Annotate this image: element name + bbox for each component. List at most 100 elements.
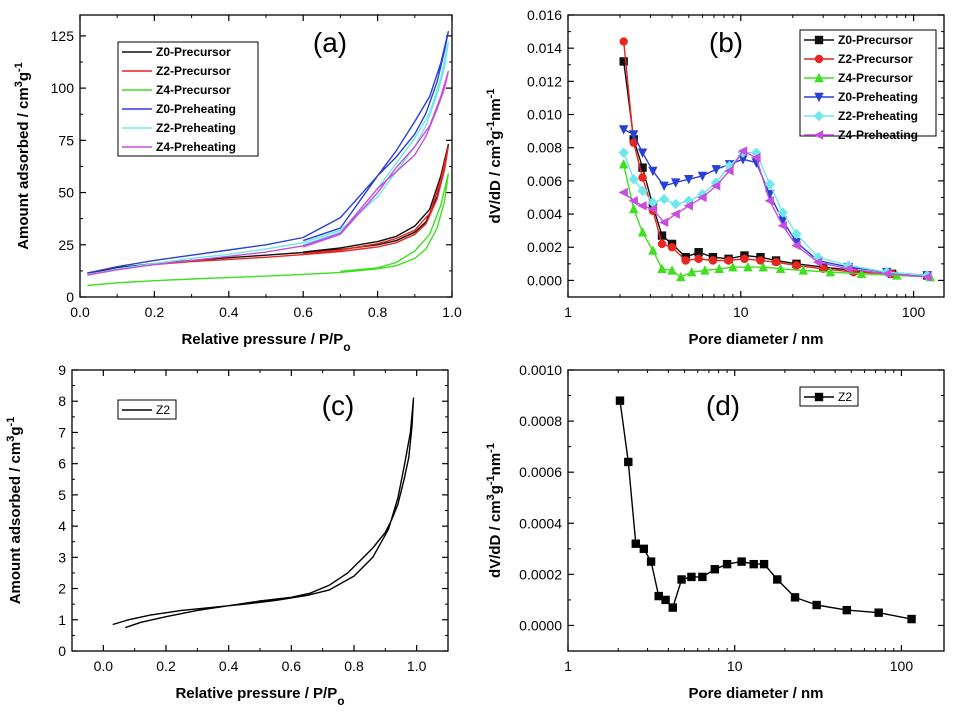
series-z4-preheating-marker: [683, 201, 693, 211]
series-z2: [615, 396, 916, 624]
y-tick-label: 25: [58, 237, 74, 253]
legend-label: Z2-Precursor: [838, 52, 913, 66]
series-z0-preheating-marker: [659, 181, 669, 192]
y-tick-label: 0.0002: [519, 566, 562, 582]
series-z4-preheating: [87, 70, 449, 276]
y-axis-label: dV/dD / cm3g-1nm-1: [485, 89, 504, 224]
legend-z2-preheating-marker: [813, 110, 825, 122]
series-z4-preheating-marker: [777, 220, 787, 231]
x-tick-label: 0.2: [156, 658, 176, 674]
y-tick-label: 3: [58, 549, 66, 565]
series-z4-precursor-marker: [700, 265, 710, 275]
x-tick-label: 1: [564, 304, 572, 320]
legend-label: Z0-Precursor: [838, 33, 913, 47]
y-tick-label: 50: [58, 185, 74, 201]
series-z2-precursor-marker: [638, 173, 647, 182]
legend-label: Z4-Preheating: [838, 128, 918, 142]
series-z2-precursor-marker: [681, 256, 690, 265]
series-z4-preheating-marker: [843, 264, 853, 274]
series-z4-preheating-marker: [881, 269, 892, 279]
series-z2-precursor-marker: [619, 37, 628, 46]
y-tick-label: 0.008: [527, 140, 562, 156]
x-tick-label: 1.0: [442, 304, 462, 320]
series-z4-precursor-marker: [648, 245, 658, 255]
series-z2-precursor-line: [87, 145, 449, 276]
series-z0-preheating-line: [87, 31, 449, 274]
legend-box: [117, 41, 259, 157]
series-z2-marker: [710, 565, 720, 574]
chart-panel-a: 0.0 0.2 0.4 0.6 0.8 1.0 0 25 50 75 100 125 Relative …: [13, 14, 462, 354]
y-tick-label: 6: [58, 456, 66, 472]
panel-label: (c): [322, 390, 355, 421]
series-z0-preheating-marker: [637, 148, 648, 158]
legend: Z2: [117, 399, 177, 420]
legend-label: Z2-Preheating: [156, 121, 236, 135]
series-z2-precursor-marker: [629, 138, 638, 147]
legend: Z0-Precursor Z2-Precursor Z4-Precursor Z0-P…: [117, 41, 259, 157]
series-z4-precursor-marker: [775, 263, 786, 273]
series-z2-precursor-marker: [667, 243, 677, 252]
series-z2-preheating-marker: [647, 197, 659, 208]
series-z2-preheating-marker: [777, 207, 788, 218]
y-tick-label: 1: [58, 612, 66, 628]
series-z4-preheating-marker: [791, 240, 801, 251]
series-z4-preheating-marker: [724, 166, 734, 176]
series-z0-preheating-marker: [697, 171, 708, 182]
series-z4-precursor-marker: [667, 265, 677, 275]
series-z2-precursor-marker: [792, 261, 801, 270]
x-tick-label: 100: [902, 304, 926, 320]
x-tick-label: 0.8: [368, 304, 388, 320]
y-tick-label: 0.0004: [519, 515, 562, 531]
series-z2-marker: [615, 396, 625, 405]
series-z2-preheating-marker: [710, 177, 722, 188]
series-z4-precursor-marker: [758, 261, 769, 272]
series-z2-precursor: [87, 145, 449, 276]
series-z2-preheating-marker: [658, 193, 670, 205]
y-tick-label: 0.014: [527, 40, 562, 56]
series-z4-preheating-marker: [922, 272, 932, 282]
series-z2-marker: [759, 559, 769, 569]
y-tick-label: 0.016: [527, 7, 562, 23]
y-tick-label: 8: [58, 393, 66, 409]
series-z4-preheating-marker: [751, 152, 761, 163]
legend-z0-precursor-marker: [814, 35, 824, 45]
legend: Z0-Precursor Z2-Precursor Z4-Precursor Z0-P…: [799, 29, 937, 142]
x-tick-label: 0.0: [70, 304, 90, 320]
series-z0-precursor-marker: [694, 248, 703, 257]
series-z2-marker: [654, 591, 663, 601]
series-z4-preheating-marker: [710, 181, 721, 191]
chart-panel-b: 1 10 100 0.000 0.002 0.004 0.006 0.008 0.010 0.01…: [485, 7, 945, 348]
series-z2-marker: [773, 575, 782, 584]
series-z2-marker: [677, 575, 686, 584]
series-z0-preheating: [87, 31, 449, 274]
series-z4-precursor-marker: [825, 266, 836, 277]
y-tick-label: 7: [58, 424, 66, 440]
series-z0-preheating-marker: [670, 178, 681, 188]
series-z2-marker: [790, 593, 800, 602]
series-z0-preheating-marker: [684, 175, 694, 185]
series-z2-precursor-marker: [771, 257, 781, 267]
series-z4-preheating-marker: [812, 257, 823, 267]
legend-label: Z0-Preheating: [838, 90, 918, 104]
series-z2-preheating-marker: [628, 174, 639, 185]
series-z4-precursor-line: [87, 173, 449, 287]
y-tick-label: 0.006: [527, 173, 562, 189]
y-tick-label: 125: [51, 28, 75, 44]
legend-label: Z2-Preheating: [838, 109, 918, 123]
series-z0-preheating-marker: [778, 216, 788, 226]
series-z2-preheating: [87, 41, 449, 276]
legend-z0-preheating-marker: [814, 92, 824, 103]
series-z2-precursor-marker: [657, 239, 667, 249]
legend-z2-marker: [814, 392, 824, 402]
y-tick-label: 0.000: [527, 272, 562, 288]
series-z4-preheating-marker: [670, 209, 680, 219]
series-z0-preheating-marker: [738, 155, 748, 165]
series-z2-precursor-marker: [756, 256, 765, 265]
series-z2-line: [619, 400, 912, 620]
series-z4-precursor-marker: [637, 227, 648, 237]
series-z4-precursor-marker: [714, 263, 724, 273]
legend-label: Z2: [156, 403, 170, 417]
series-z0-precursor-marker: [638, 163, 647, 172]
x-tick-label: 0.6: [282, 658, 302, 674]
y-tick-label: 5: [58, 487, 66, 503]
